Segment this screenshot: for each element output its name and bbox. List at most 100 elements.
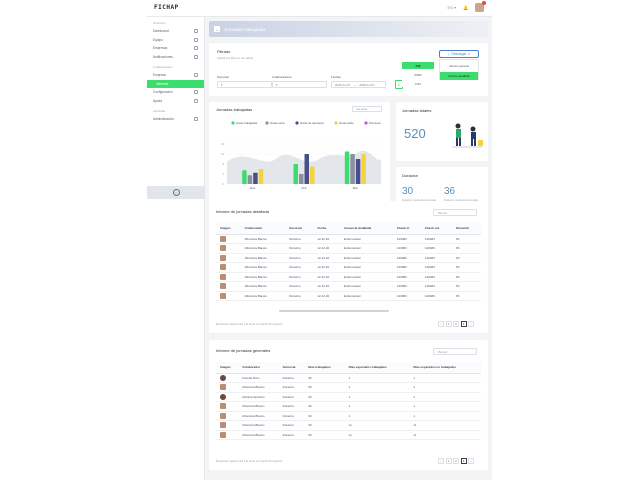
sidebar-item-empresas[interactable]: Empresas xyxy=(147,44,204,53)
sidebar-item-equipo[interactable]: Equipo xyxy=(147,36,204,45)
table-cell: 12.12.20 xyxy=(313,272,341,282)
date-range-input[interactable]: 2020-12-07 → 2020-12-07 xyxy=(331,81,386,88)
page-button[interactable]: 2 xyxy=(453,321,459,327)
sidebar-collapse-button[interactable]: ‹ xyxy=(147,186,205,199)
sidebar-item-label: Configuración xyxy=(153,90,173,95)
column-header[interactable]: Sucursal xyxy=(278,362,305,374)
detail-search-input[interactable]: ⌕ Buscar xyxy=(433,209,477,216)
detail-table-footer: Mostrando registros del 1 al 10 de un to… xyxy=(216,323,283,326)
table-cell: Enfermedad xyxy=(340,262,393,273)
table-cell: Enfermedad xyxy=(340,253,393,263)
general-search-input[interactable]: ⌕ Buscar xyxy=(433,348,477,355)
chevron-down-icon xyxy=(194,117,198,122)
page-button[interactable]: 2 xyxy=(453,458,459,464)
page-button[interactable]: 1 xyxy=(445,458,452,464)
bar-horas-trabajadas xyxy=(344,151,350,184)
table-cell: x1 xyxy=(344,420,410,431)
table-row[interactable]: Alfonsina Blanco Durazno 12.12.20 Enfermeda… xyxy=(216,281,481,292)
general-report-card: Informe de jornadas generales ⌕ Buscar I… xyxy=(209,340,488,470)
page-button[interactable]: 3 xyxy=(460,321,467,327)
page-button[interactable]: ‹ xyxy=(438,321,444,327)
table-cell: Durazno xyxy=(285,262,314,273)
column-header[interactable]: Días esperados no trabajados xyxy=(409,362,481,374)
avatar xyxy=(220,431,226,438)
y-tick-label: 8 xyxy=(223,162,225,166)
avatar xyxy=(220,393,226,400)
sidebar-item-dashboard[interactable]: Dashboard xyxy=(147,27,204,36)
chevron-left-icon: ‹ xyxy=(172,189,180,196)
back-button[interactable]: ← xyxy=(214,26,220,32)
column-header[interactable]: Fecha xyxy=(313,223,341,235)
table-row[interactable]: Alfonsina Blanco Durazno 12.12.20 Enfermeda… xyxy=(216,272,481,282)
download-button[interactable]: ⤓ Descargar ▾ xyxy=(439,50,479,58)
sidebar-item-informes[interactable]: Informes xyxy=(147,79,204,88)
table-cell: 12.12.20 xyxy=(313,243,341,254)
table-row[interactable]: Alfonsina Blanco Durazno 30 x1 x1 xyxy=(216,430,481,440)
total-shifts-card: Jornadas totales 520 xyxy=(396,102,488,161)
table-cell: 120084 xyxy=(420,253,453,263)
download-general-option[interactable]: Informe general xyxy=(449,64,469,68)
table-cell: Durazno xyxy=(285,243,314,254)
format-xsdl[interactable]: XSDL xyxy=(402,71,434,78)
table-cell: 120084 xyxy=(392,253,421,263)
page-button[interactable]: › xyxy=(468,458,474,464)
table-cell: 120084 xyxy=(420,272,453,282)
column-header[interactable]: Imagen xyxy=(216,362,239,374)
column-header[interactable]: Check out xyxy=(420,223,453,235)
table-row[interactable]: Alfonsina Blanco Durazno 12.12.20 Enfermeda… xyxy=(216,253,481,263)
sidebar-item-label: Informes xyxy=(156,81,169,86)
globe-icon[interactable]: ES ▾ xyxy=(447,5,457,10)
download-menu: Informe general Informe detallado xyxy=(439,59,479,80)
legend-label: Horas trabajadas xyxy=(236,121,258,125)
table-row[interactable]: Fiorella Ricci Durazno 30 1 1 xyxy=(216,373,481,383)
page-button[interactable]: ‹ xyxy=(438,458,444,464)
sucursal-select[interactable]: ▾ xyxy=(217,81,272,88)
bell-icon[interactable]: 🔔 xyxy=(463,5,468,10)
table-row[interactable]: Adriana Spotorio Durazno 30 1 1 xyxy=(216,392,481,402)
table-cell: Durazno xyxy=(285,234,314,244)
page-button[interactable]: › xyxy=(468,321,474,327)
table-row[interactable]: Alfonsina Blanco Durazno 12.12.20 Enfermeda… xyxy=(216,291,481,301)
column-header[interactable]: Días esperados trabajados xyxy=(344,362,410,374)
sidebar-item-configuracin[interactable]: Configuración xyxy=(147,88,204,97)
table-row[interactable]: Alfonsina Blanco Durazno 30 1 1 xyxy=(216,382,481,393)
column-header[interactable]: Duración xyxy=(452,223,481,235)
column-header[interactable]: Colaborador xyxy=(238,362,279,374)
avatar[interactable] xyxy=(475,1,486,12)
table-row[interactable]: Alfonsina Blanco Durazno 12.12.20 Enfermeda… xyxy=(216,243,481,254)
sidebar-item-ayuda[interactable]: Ayuda xyxy=(147,97,204,106)
column-header[interactable]: Colaborador xyxy=(240,223,286,235)
table-row[interactable]: Alfonsina Blanco Durazno 30 1 1 xyxy=(216,411,481,421)
table-row[interactable]: Alfonsina Blanco Durazno 30 x1 x1 xyxy=(216,420,481,431)
avatar xyxy=(220,273,226,280)
table-cell: 1 xyxy=(409,401,481,412)
table-cell: 30 xyxy=(304,430,345,440)
column-header[interactable]: Días trabajados xyxy=(304,362,345,374)
horizontal-scrollbar[interactable] xyxy=(279,310,389,312)
table-cell: 8h xyxy=(452,291,481,301)
avatar-cell xyxy=(216,243,241,254)
colaboradores-select[interactable]: ▾ xyxy=(272,81,327,88)
avatar xyxy=(220,412,226,419)
column-header[interactable]: Check in xyxy=(392,223,421,235)
column-header[interactable]: Sucursal xyxy=(285,223,314,235)
page-button[interactable]: 1 xyxy=(445,321,452,327)
table-row[interactable]: Alfonsina Blanco Durazno 30 1 1 xyxy=(216,401,481,412)
table-cell: Alfonsina Blanco xyxy=(240,262,286,273)
format-pdf[interactable]: Pdf xyxy=(402,62,434,69)
column-header[interactable]: Imagen xyxy=(216,223,241,235)
avatar-cell xyxy=(216,401,239,412)
bar-chart: Horas trabajadas Horas extra Horas de desc… xyxy=(221,121,381,190)
page-button[interactable]: 3 xyxy=(460,458,467,464)
table-row[interactable]: Alfonsina Blanco Durazno 12.12.20 Enfermeda… xyxy=(216,262,481,273)
sidebar-item-administracin[interactable]: Administración xyxy=(147,115,204,124)
table-row[interactable]: Alfonsina Blanco Durazno 12.12.20 Enfermeda… xyxy=(216,234,481,244)
period-select[interactable]: Semanal xyxy=(352,106,382,112)
sidebar-item-empresa[interactable]: Empresa xyxy=(147,71,204,80)
table-cell: 30 xyxy=(304,401,345,412)
table-cell: 1 xyxy=(409,411,481,421)
column-header[interactable]: Ausencia detallada xyxy=(340,223,393,235)
format-csv[interactable]: CSV xyxy=(402,80,434,87)
download-detailed-option[interactable]: Informe detallado xyxy=(440,72,478,80)
sidebar-item-notificaciones[interactable]: Notificaciones xyxy=(147,53,204,62)
